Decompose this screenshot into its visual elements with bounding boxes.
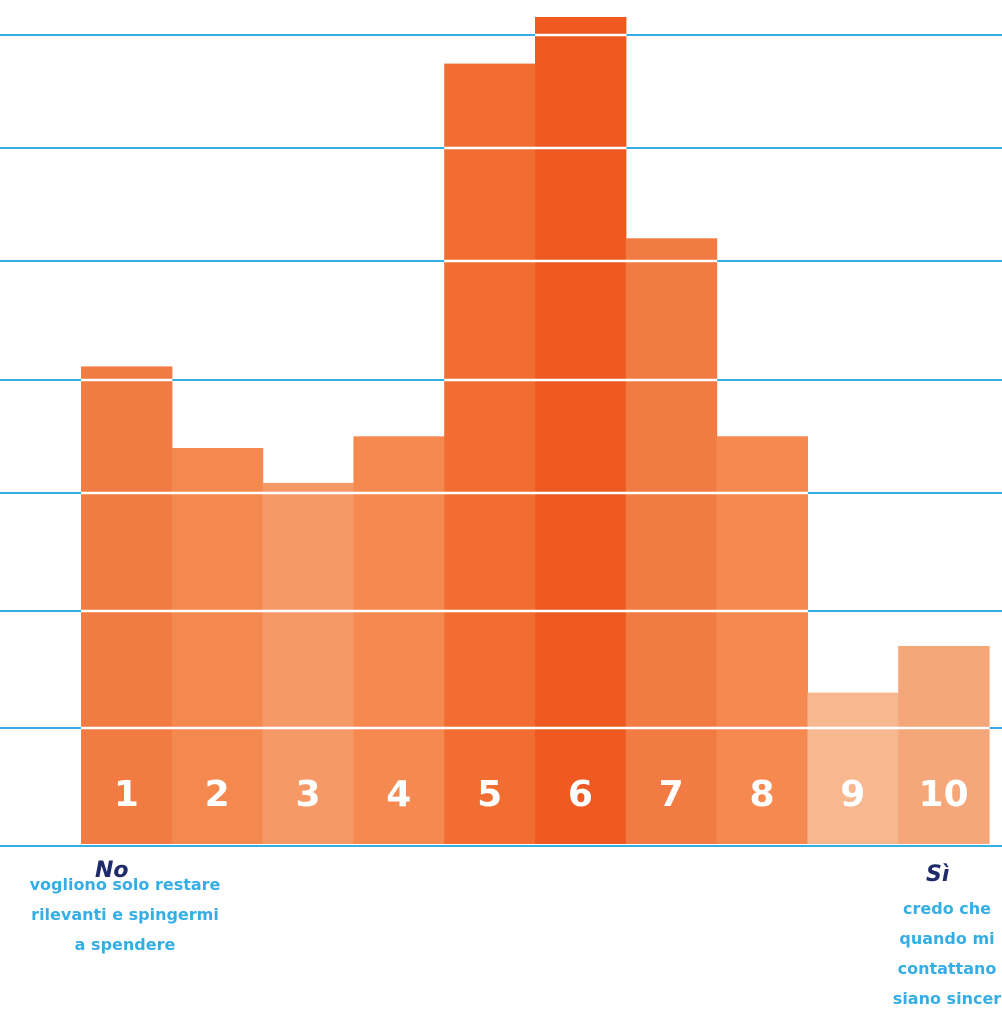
scale-left-title: No bbox=[95, 858, 129, 883]
bar-6 bbox=[535, 17, 627, 844]
bar-8 bbox=[716, 436, 808, 844]
category-label-9: 9 bbox=[840, 774, 865, 815]
bar-5 bbox=[444, 63, 536, 845]
bar-2 bbox=[171, 448, 264, 844]
category-labels: 1 2 3 4 5 6 7 8 9 10 bbox=[114, 774, 969, 815]
category-label-10: 10 bbox=[919, 774, 969, 815]
scale-right-description: credo che quando mi contattano siano sin… bbox=[892, 899, 1002, 1008]
bar-4 bbox=[353, 436, 445, 844]
scale-left-description: vogliono solo restare rilevanti e spinge… bbox=[29, 875, 221, 954]
category-label-3: 3 bbox=[295, 774, 320, 815]
bar-10 bbox=[898, 646, 990, 844]
category-label-6: 6 bbox=[568, 774, 593, 815]
bar-7 bbox=[625, 238, 718, 845]
bar-3 bbox=[262, 482, 354, 844]
category-label-7: 7 bbox=[659, 774, 684, 815]
category-label-8: 8 bbox=[749, 774, 774, 815]
bars-layer bbox=[81, 17, 990, 845]
category-label-2: 2 bbox=[205, 774, 230, 815]
category-label-4: 4 bbox=[386, 774, 411, 815]
category-label-5: 5 bbox=[477, 774, 502, 815]
overlay-layer bbox=[81, 33, 990, 730]
scale-right-title: Sì bbox=[926, 862, 950, 887]
bar-1 bbox=[81, 366, 173, 844]
bar-9 bbox=[807, 692, 899, 844]
category-label-1: 1 bbox=[114, 774, 139, 815]
